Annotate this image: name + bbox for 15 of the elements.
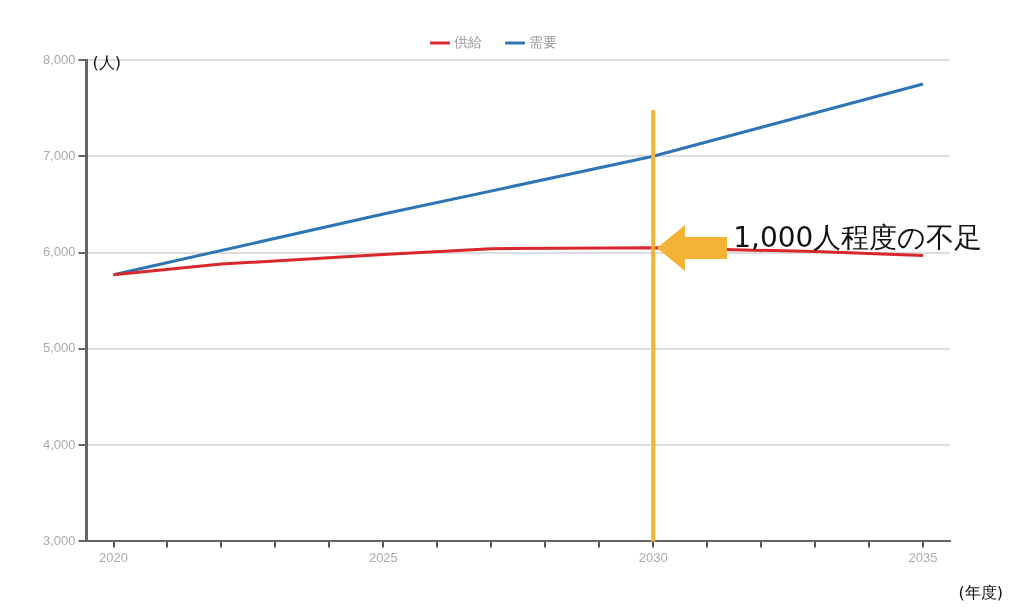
x-tick-label: 2020 <box>99 549 128 565</box>
x-tick-label: 2025 <box>368 549 398 565</box>
y-tick-label: 8,000 <box>42 51 76 67</box>
x-tick-label: 2030 <box>638 549 668 565</box>
legend-label: 需要 <box>529 33 557 50</box>
legend-label: 供給 <box>454 33 482 50</box>
annotation: 1,000人程度の不足 <box>733 221 983 255</box>
y-axis-title: (人) <box>92 53 122 73</box>
x-axis-title: (年度) <box>958 582 1003 602</box>
y-tick-label: 3,000 <box>42 532 76 548</box>
x-tick-label: 2035 <box>908 549 938 565</box>
y-tick-label: 7,000 <box>42 147 76 163</box>
y-tick-label: 6,000 <box>42 244 76 260</box>
y-tick-label: 4,000 <box>42 436 76 452</box>
y-tick-label: 5,000 <box>42 340 76 356</box>
